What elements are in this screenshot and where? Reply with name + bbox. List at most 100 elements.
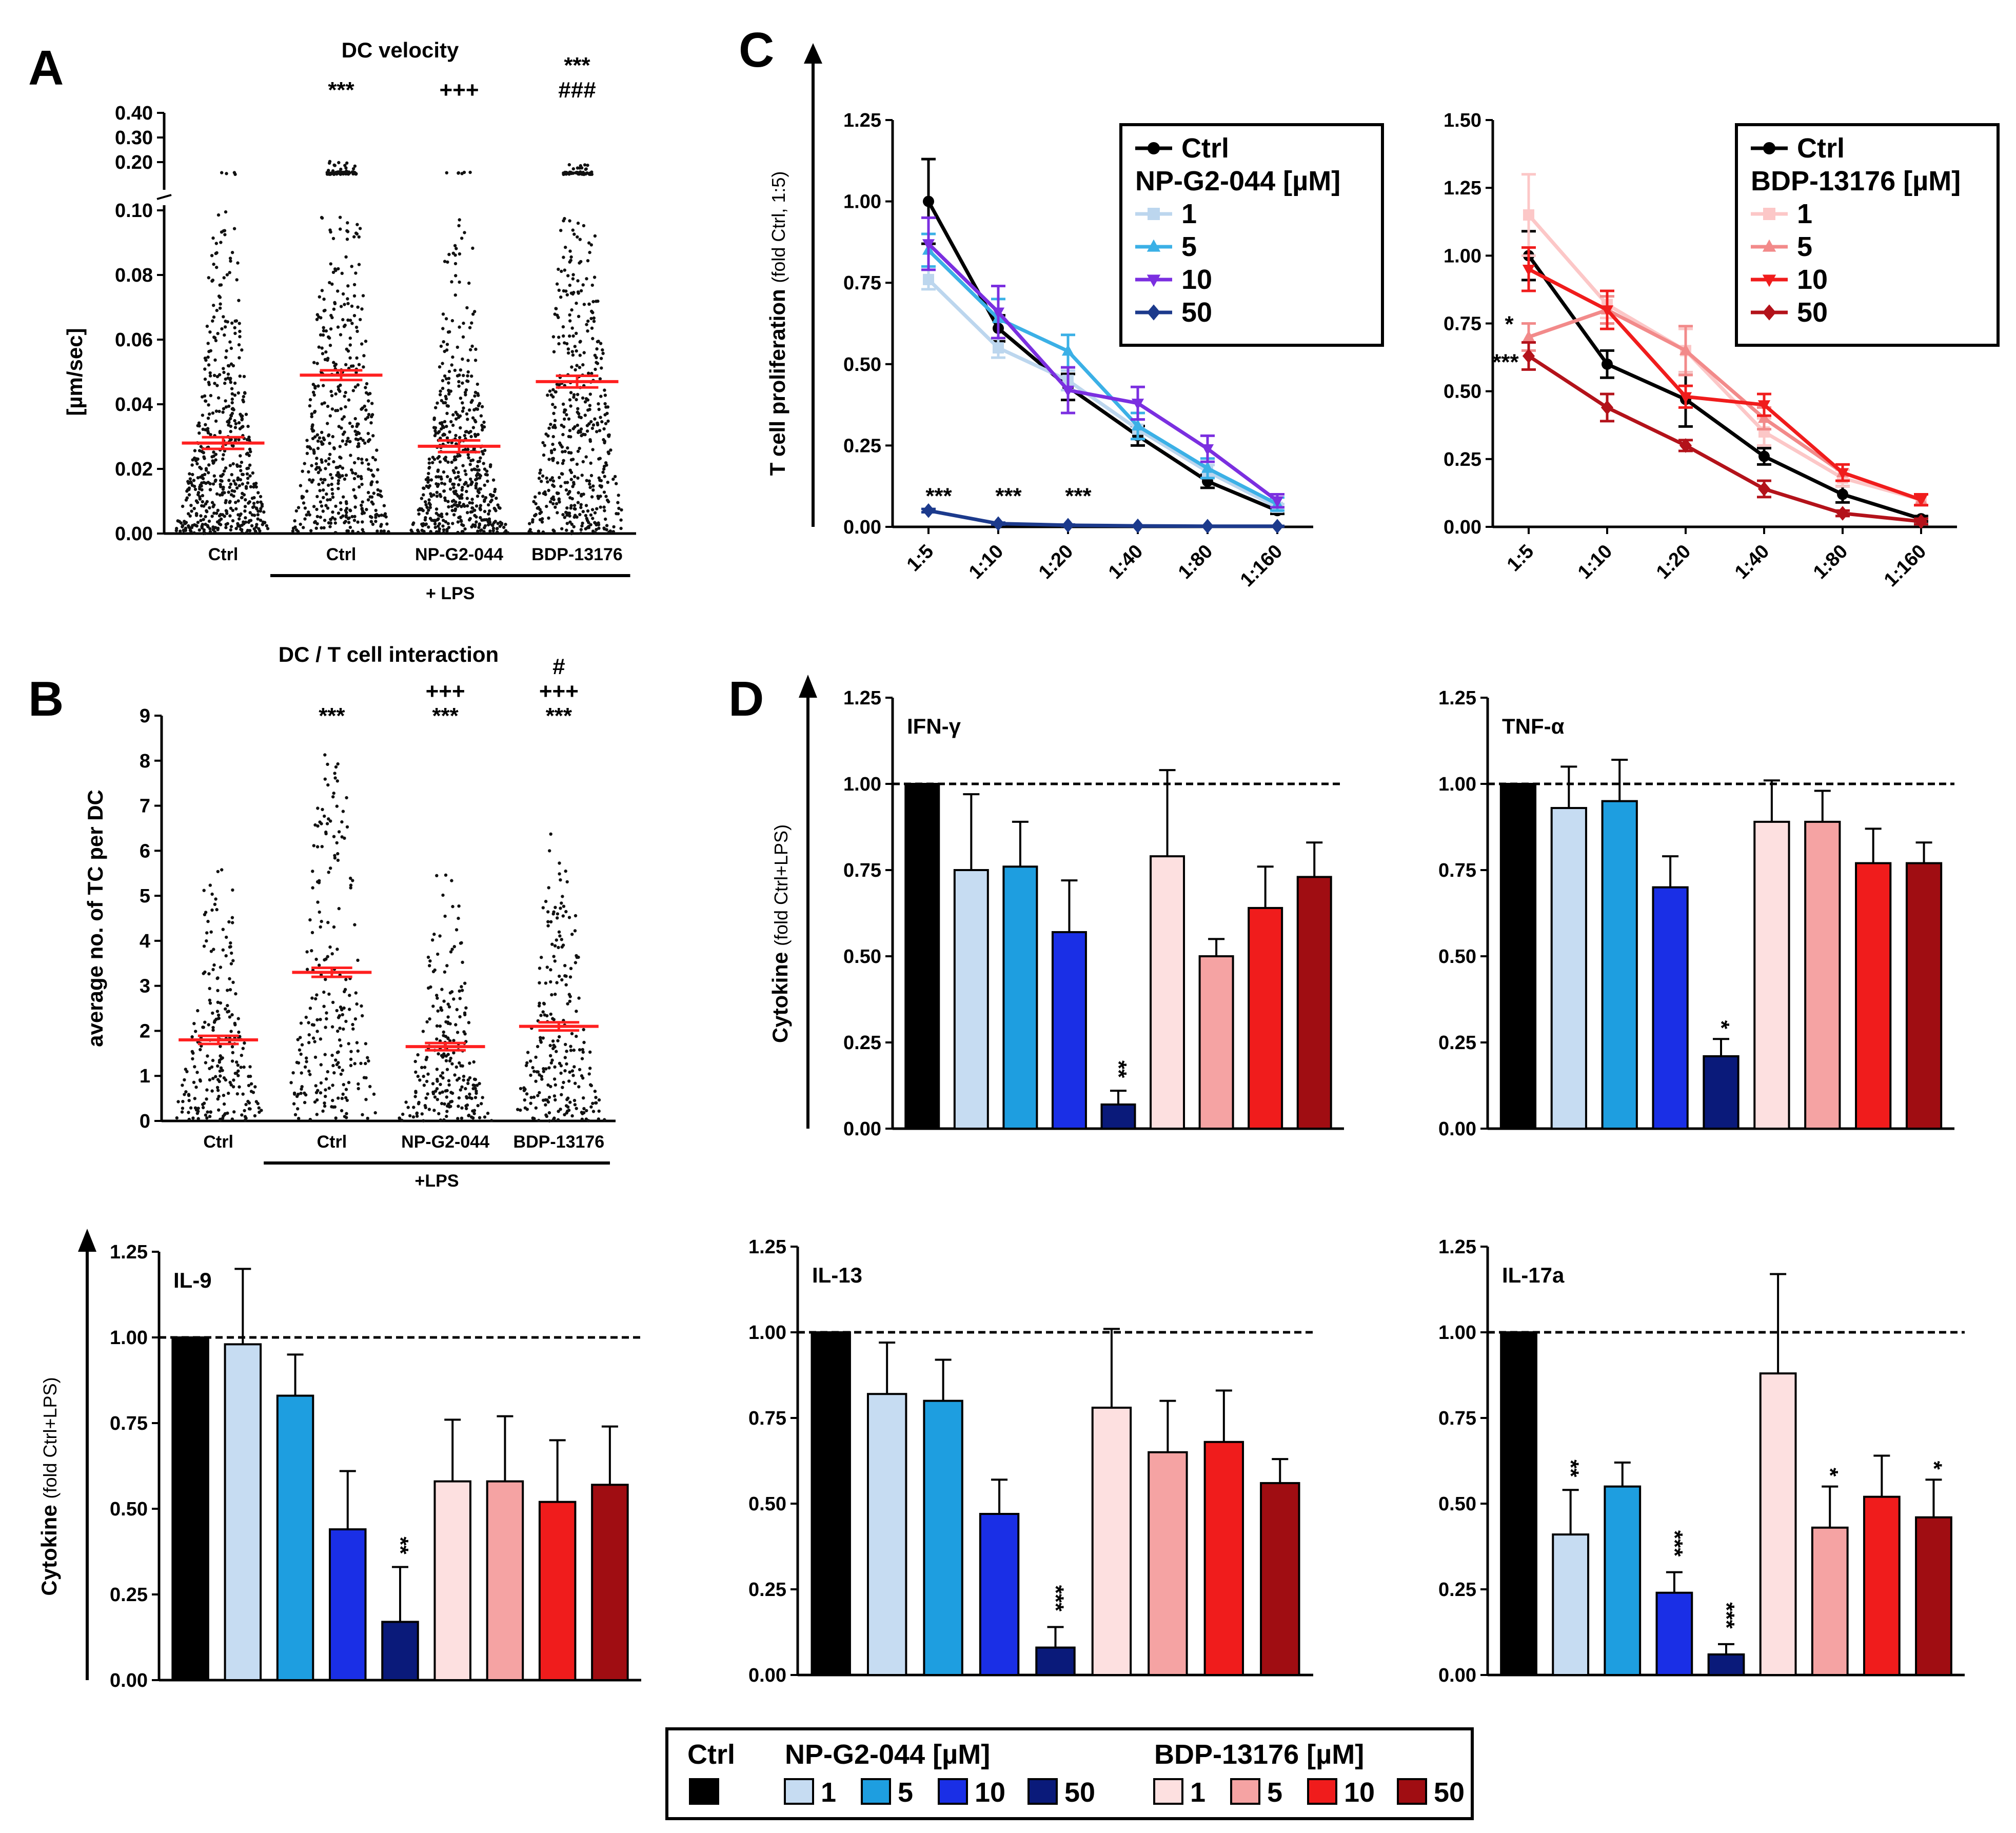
data-point bbox=[544, 1103, 547, 1107]
data-point bbox=[208, 1001, 212, 1005]
data-point bbox=[537, 1118, 541, 1122]
data-point bbox=[219, 1074, 222, 1078]
data-point bbox=[437, 1052, 440, 1056]
data-point bbox=[216, 976, 220, 980]
data-point bbox=[450, 460, 453, 464]
data-point bbox=[563, 1113, 566, 1116]
legend-marker bbox=[1762, 304, 1776, 321]
data-point bbox=[486, 1111, 490, 1115]
data-point bbox=[408, 1114, 412, 1118]
series-marker bbox=[1600, 400, 1614, 415]
significance-label: +++ bbox=[539, 679, 579, 704]
significance-label: *** bbox=[925, 483, 952, 508]
data-point bbox=[319, 1018, 322, 1021]
data-point bbox=[437, 475, 441, 479]
data-point bbox=[348, 421, 352, 425]
data-point bbox=[230, 1117, 234, 1121]
data-point bbox=[320, 504, 324, 508]
data-point bbox=[374, 520, 378, 523]
data-point bbox=[330, 1053, 334, 1057]
data-point bbox=[187, 1094, 191, 1097]
data-point bbox=[183, 1078, 186, 1082]
data-point bbox=[320, 845, 324, 849]
data-point bbox=[571, 1074, 575, 1077]
y-axis-label-main: Cytokine bbox=[37, 1499, 61, 1596]
data-point bbox=[211, 1028, 215, 1032]
data-point bbox=[225, 172, 228, 175]
data-point bbox=[589, 474, 594, 478]
legend-marker bbox=[1762, 274, 1776, 287]
data-point bbox=[478, 507, 482, 510]
data-point bbox=[591, 448, 595, 451]
data-point bbox=[588, 392, 592, 396]
data-point bbox=[356, 305, 360, 309]
data-point bbox=[292, 1102, 296, 1106]
data-point bbox=[561, 402, 565, 406]
bar bbox=[1753, 820, 1790, 1130]
data-point bbox=[213, 382, 216, 385]
data-point bbox=[232, 1110, 236, 1114]
data-point bbox=[291, 1071, 295, 1075]
data-point bbox=[256, 517, 260, 521]
data-point bbox=[446, 500, 450, 503]
data-point bbox=[565, 506, 569, 510]
data-point bbox=[467, 518, 471, 522]
data-point bbox=[316, 824, 320, 828]
data-point bbox=[317, 470, 320, 475]
data-point bbox=[315, 1018, 319, 1022]
data-point bbox=[464, 430, 468, 433]
data-point bbox=[466, 418, 469, 421]
legend-swatch-bdp bbox=[1153, 1778, 1183, 1805]
data-point bbox=[229, 1030, 233, 1033]
data-point bbox=[318, 963, 321, 967]
data-point bbox=[565, 342, 569, 346]
data-point bbox=[362, 365, 365, 369]
data-point bbox=[569, 291, 574, 295]
data-point bbox=[595, 528, 598, 531]
series-marker bbox=[1758, 450, 1770, 462]
data-point bbox=[523, 1106, 527, 1110]
data-point bbox=[307, 510, 310, 514]
significance-label: ** bbox=[1106, 1060, 1131, 1078]
x-tick-label: 1:80 bbox=[1174, 541, 1217, 583]
data-point bbox=[207, 471, 210, 475]
data-point bbox=[185, 489, 189, 493]
panel-letter-c: C bbox=[739, 23, 774, 77]
data-point bbox=[331, 795, 335, 799]
data-point bbox=[540, 956, 543, 959]
series-marker bbox=[1061, 385, 1075, 397]
data-point bbox=[215, 1086, 220, 1089]
data-point bbox=[460, 488, 464, 492]
data-point bbox=[585, 277, 588, 281]
data-point bbox=[246, 424, 250, 428]
data-point bbox=[534, 513, 538, 517]
data-point bbox=[375, 448, 379, 452]
data-point bbox=[230, 473, 233, 477]
data-point bbox=[454, 433, 458, 438]
data-point bbox=[446, 460, 450, 464]
legend-dose-label: 5 bbox=[1267, 1777, 1282, 1808]
data-point bbox=[198, 485, 202, 489]
data-point bbox=[327, 483, 330, 487]
data-point bbox=[315, 1113, 319, 1116]
data-point bbox=[452, 945, 456, 949]
series-line bbox=[1528, 354, 1922, 523]
data-point bbox=[597, 497, 600, 500]
data-point bbox=[590, 326, 594, 330]
data-point bbox=[435, 1024, 439, 1028]
data-point bbox=[575, 349, 578, 353]
data-point bbox=[329, 230, 332, 234]
data-point bbox=[456, 1078, 459, 1082]
data-point bbox=[192, 484, 196, 488]
data-point bbox=[429, 492, 432, 496]
data-point bbox=[458, 252, 462, 256]
data-point bbox=[445, 964, 449, 968]
data-point bbox=[310, 412, 313, 416]
data-point bbox=[435, 495, 439, 498]
data-point bbox=[310, 931, 314, 935]
data-point bbox=[325, 492, 328, 496]
data-point bbox=[351, 1027, 355, 1031]
data-point bbox=[450, 319, 454, 323]
data-point bbox=[202, 889, 206, 892]
data-point bbox=[221, 1056, 224, 1060]
